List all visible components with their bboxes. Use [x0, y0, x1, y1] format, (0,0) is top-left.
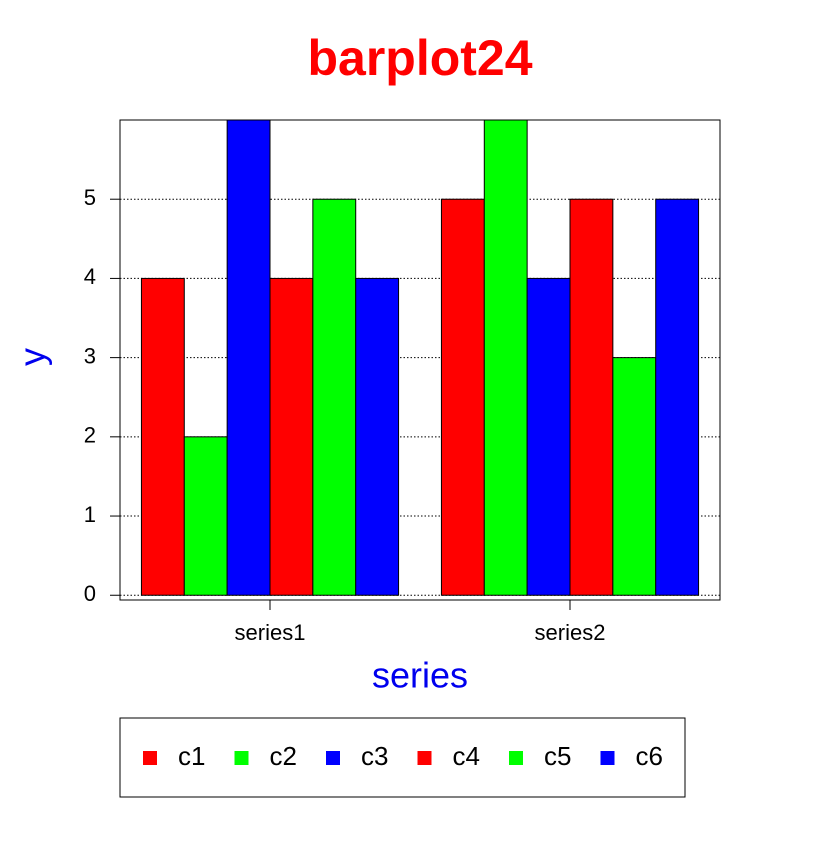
y-tick-label: 2 — [84, 423, 96, 448]
bar — [140, 277, 185, 596]
y-tick-label: 4 — [84, 264, 96, 289]
legend-label: c5 — [544, 741, 571, 771]
x-axis-label: series — [372, 655, 468, 696]
bar — [612, 357, 657, 596]
y-tick-label: 5 — [84, 185, 96, 210]
plot-frame — [119, 119, 721, 601]
bar — [183, 436, 228, 596]
bar — [440, 198, 485, 596]
y-tick-label: 1 — [84, 502, 96, 527]
bar — [269, 277, 314, 596]
y-tick-label: 0 — [84, 581, 96, 606]
legend-swatch — [509, 751, 523, 765]
legend-box — [119, 717, 686, 798]
legend-swatch — [417, 751, 432, 765]
bar — [526, 277, 571, 596]
bar — [483, 119, 528, 596]
bar — [226, 119, 271, 596]
legend-label: c3 — [361, 741, 388, 771]
bar — [312, 198, 357, 596]
y-tick-label: 3 — [84, 343, 96, 368]
x-tick-label: series2 — [535, 620, 606, 645]
legend-label: c1 — [178, 741, 205, 771]
chart-title: barplot24 — [307, 30, 532, 86]
legend-swatch — [234, 751, 249, 765]
legend-label: c2 — [270, 741, 297, 771]
bar — [355, 277, 400, 596]
legend-swatch — [326, 751, 340, 765]
legend-label: c6 — [636, 741, 663, 771]
legend-swatch — [143, 751, 157, 765]
bar — [569, 198, 614, 596]
bar — [655, 198, 700, 596]
legend-swatch — [600, 751, 615, 765]
x-tick-label: series1 — [235, 620, 306, 645]
legend-label: c4 — [453, 741, 480, 771]
y-axis-label: y — [12, 348, 53, 366]
